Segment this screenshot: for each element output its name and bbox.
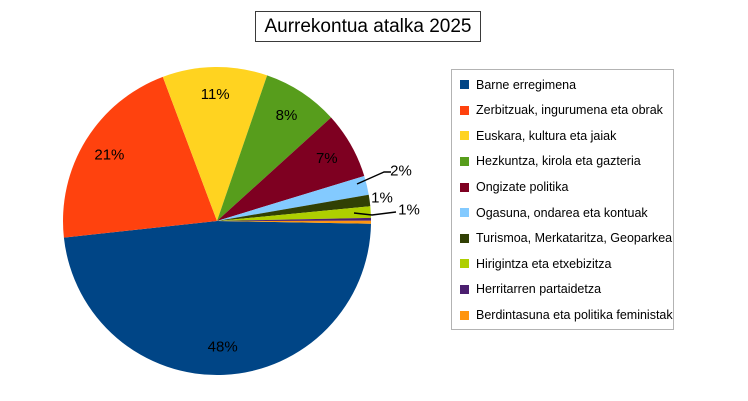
pie-slice	[217, 175, 369, 221]
legend-swatch-icon	[460, 131, 469, 141]
legend-item-label: Ongizate politika	[476, 179, 569, 194]
legend-item-label: Hirigintza eta etxebizitza	[476, 256, 612, 271]
pie-slice-percent-label: 1%	[398, 202, 420, 219]
label-leader-line	[356, 171, 391, 185]
legend-swatch-icon	[460, 208, 469, 218]
pie-slice	[162, 67, 268, 221]
pie-slice	[217, 220, 372, 224]
legend-swatch-icon	[460, 259, 469, 269]
pie-slice	[217, 206, 371, 221]
legend-item: Ogasuna, ondarea eta kontuak	[460, 200, 673, 226]
pie-slice-percent-label: 48%	[208, 339, 238, 356]
legend-item: Barne erregimena	[460, 72, 673, 98]
legend-swatch-icon	[460, 233, 469, 243]
legend-swatch-icon	[460, 285, 469, 295]
pie-slice-percent-label: 11%	[201, 86, 230, 103]
pie-slice-percent-label: 1%	[371, 190, 393, 207]
legend-item-label: Barne erregimena	[476, 77, 577, 92]
legend-item: Hirigintza eta etxebizitza	[460, 251, 673, 277]
chart-title: Aurrekontua atalka 2025	[255, 11, 481, 42]
pie-slice-percent-label: 21%	[94, 146, 124, 163]
legend-item: Herritarren partaidetza	[460, 277, 673, 303]
legend-item-label: Zerbitzuak, ingurumena eta obrak	[476, 103, 663, 118]
legend-items: Barne erregimena Zerbitzuak, ingurumena e…	[460, 72, 673, 328]
legend-item-label: Hezkuntza, kirola eta gazteria	[476, 154, 641, 169]
pie-slice	[217, 75, 332, 221]
pie-slice-percent-label: 2%	[390, 163, 412, 180]
legend-item: Turismoa, Merkataritza, Geoparkea	[460, 226, 673, 252]
legend-swatch-icon	[460, 80, 469, 90]
pie-slice-percent-label: 8%	[276, 107, 298, 124]
pie-slice	[62, 76, 217, 238]
legend-item: Euskara, kultura eta jaiak	[460, 123, 673, 149]
legend-item: Berdintasuna eta politika feministak	[460, 302, 673, 328]
legend-swatch-icon	[460, 105, 469, 115]
legend: Barne erregimena Zerbitzuak, ingurumena e…	[451, 69, 674, 330]
pie-slice-percent-label: 7%	[316, 150, 338, 167]
pie-slice	[63, 221, 371, 376]
legend-item: Ongizate politika	[460, 174, 673, 200]
legend-item: Zerbitzuak, ingurumena eta obrak	[460, 98, 673, 124]
legend-swatch-icon	[460, 182, 469, 192]
legend-item: Hezkuntza, kirola eta gazteria	[460, 149, 673, 175]
pie-slice	[217, 117, 365, 221]
label-leader-line	[353, 211, 397, 216]
legend-item-label: Herritarren partaidetza	[476, 282, 602, 297]
legend-item-label: Euskara, kultura eta jaiak	[476, 128, 617, 143]
legend-item-label: Ogasuna, ondarea eta kontuak	[476, 205, 648, 220]
legend-item-label: Turismoa, Merkataritza, Geoparkea	[476, 231, 673, 246]
pie-slice	[217, 217, 371, 221]
legend-item-label: Berdintasuna eta politika feministak	[476, 307, 673, 322]
legend-swatch-icon	[460, 310, 469, 320]
legend-swatch-icon	[460, 157, 469, 167]
pie-slice	[217, 194, 371, 221]
